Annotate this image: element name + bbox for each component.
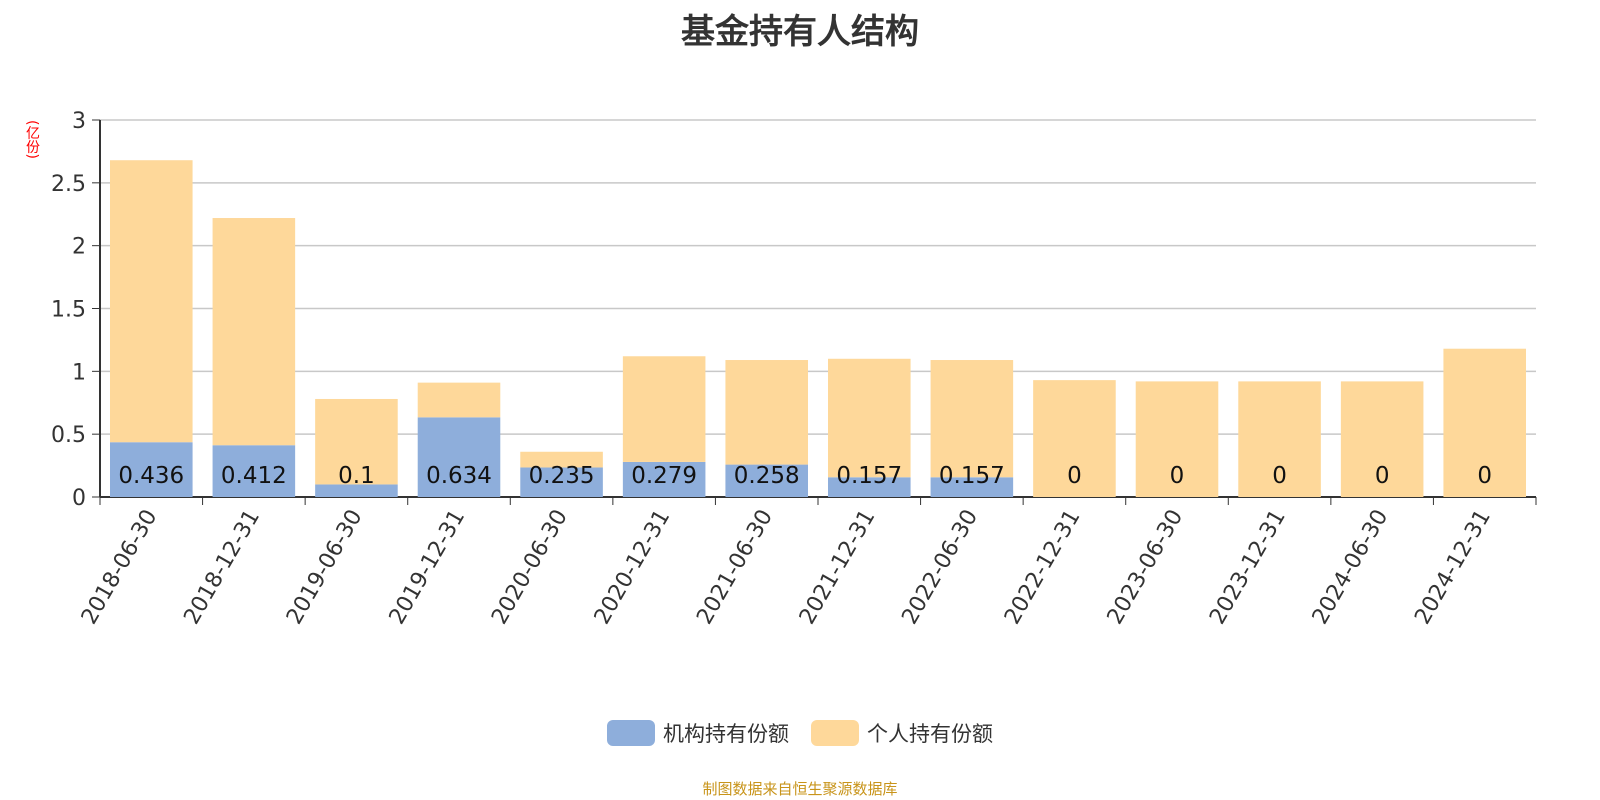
data-label: 0.1 xyxy=(338,463,375,489)
y-tick-label: 0.5 xyxy=(51,423,86,448)
y-tick-label: 0 xyxy=(72,486,86,511)
bar-individual xyxy=(110,160,193,443)
data-label: 0 xyxy=(1170,463,1185,489)
bar-institutional xyxy=(622,461,706,497)
x-tick-label: 2023-12-31 xyxy=(1205,506,1291,629)
bar-individual xyxy=(622,356,706,462)
bar-institutional xyxy=(110,442,193,497)
x-tick-label: 2020-06-30 xyxy=(487,506,573,629)
bar-individual xyxy=(1135,381,1219,497)
bar-individual xyxy=(417,382,501,418)
data-label: 0.436 xyxy=(118,463,184,489)
bar-individual xyxy=(930,360,1014,478)
data-label: 0.157 xyxy=(836,463,902,489)
bar-individual xyxy=(520,451,603,468)
bar-individual xyxy=(1340,381,1424,497)
x-tick-label: 2022-06-30 xyxy=(897,506,983,629)
x-tick-label: 2020-12-31 xyxy=(590,506,676,629)
x-tick-label: 2021-06-30 xyxy=(692,506,778,629)
data-label: 0.235 xyxy=(529,463,595,489)
legend-item-institutional[interactable]: 机构持有份额 xyxy=(607,718,789,748)
bar-individual xyxy=(1033,380,1116,497)
y-tick-label: 2 xyxy=(72,235,86,260)
bar-institutional xyxy=(212,445,296,497)
x-tick-label: 2018-12-31 xyxy=(179,506,265,629)
legend-swatch xyxy=(607,720,655,746)
bar-individual xyxy=(212,218,296,446)
x-tick-label: 2019-12-31 xyxy=(385,506,471,629)
y-tick-label: 1.5 xyxy=(51,298,86,323)
bar-individual xyxy=(725,360,808,465)
legend: 机构持有份额 个人持有份额 xyxy=(0,718,1600,748)
bar-individual xyxy=(315,398,398,485)
data-label: 0.258 xyxy=(734,463,800,489)
x-tick-label: 2024-06-30 xyxy=(1308,506,1394,629)
x-tick-label: 2024-12-31 xyxy=(1410,506,1496,629)
bar-institutional xyxy=(315,484,398,497)
y-tick-label: 1 xyxy=(72,360,86,385)
data-label: 0 xyxy=(1477,463,1492,489)
data-label: 0.279 xyxy=(631,463,697,489)
y-tick-label: 3 xyxy=(72,109,86,134)
source-note: 制图数据来自恒生聚源数据库 xyxy=(702,780,898,798)
bar-institutional xyxy=(417,417,501,497)
bar-institutional xyxy=(520,467,603,497)
legend-label: 机构持有份额 xyxy=(663,722,789,746)
data-label: 0.412 xyxy=(221,463,287,489)
data-label: 0 xyxy=(1067,463,1082,489)
x-tick-label: 2021-12-31 xyxy=(795,506,881,629)
bar-institutional xyxy=(828,477,911,497)
bar-institutional xyxy=(930,477,1014,497)
bar-individual xyxy=(828,358,911,478)
data-label: 0 xyxy=(1375,463,1390,489)
y-tick-label: 2.5 xyxy=(51,172,86,197)
data-label: 0.157 xyxy=(939,463,1005,489)
x-tick-label: 2018-06-30 xyxy=(77,506,163,629)
legend-label: 个人持有份额 xyxy=(867,722,993,746)
bar-individual xyxy=(1443,348,1526,497)
chart-title: 基金持有人结构 xyxy=(681,12,919,52)
legend-swatch xyxy=(811,720,859,746)
y-axis-unit: (亿份) xyxy=(24,120,40,159)
bar-chart: 0 0.5 1 1.5 2 2.5 3 0.436 2018-06-30 0.412 2018-12… xyxy=(51,109,1537,629)
bar-institutional xyxy=(725,464,808,497)
data-label: 0 xyxy=(1272,463,1287,489)
x-tick-label: 2022-12-31 xyxy=(1000,506,1086,629)
x-tick-label: 2023-06-30 xyxy=(1103,506,1189,629)
x-tick-label: 2019-06-30 xyxy=(282,506,368,629)
bar-individual xyxy=(1238,381,1321,497)
data-label: 0.634 xyxy=(426,463,492,489)
legend-item-individual[interactable]: 个人持有份额 xyxy=(811,718,993,748)
